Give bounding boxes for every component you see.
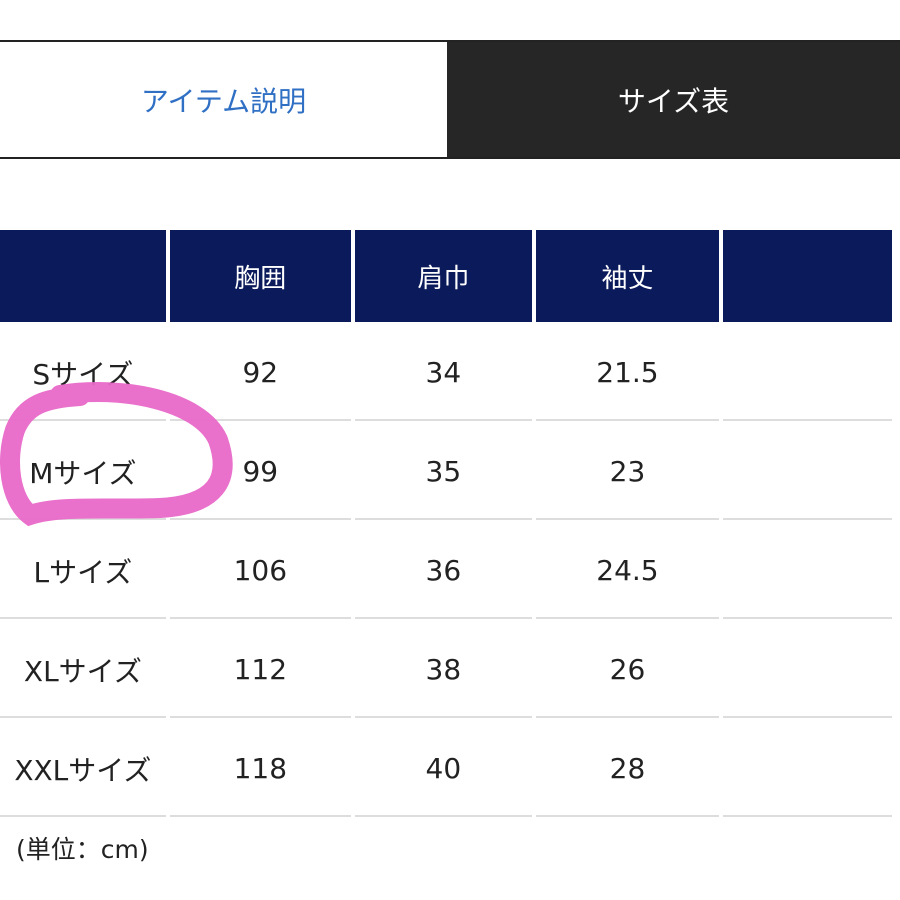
measurement-cell [723, 326, 892, 421]
table-row: Lサイズ 106 36 24.5 [0, 524, 892, 619]
header-cell: 胸囲 [169, 230, 351, 322]
table-header-row: 胸囲 肩巾 袖丈 [0, 230, 892, 322]
measurement-cell [723, 722, 892, 817]
header-cell: 肩巾 [354, 230, 532, 322]
table-row: Mサイズ 99 35 23 [0, 425, 892, 520]
measurement-cell: 28 [535, 722, 719, 817]
measurement-cell: 40 [354, 722, 532, 817]
measurement-cell: 23 [535, 425, 719, 520]
table-row: XLサイズ 112 38 26 [0, 623, 892, 718]
size-label-cell: XXLサイズ [0, 722, 166, 817]
measurement-cell: 26 [535, 623, 719, 718]
measurement-cell: 112 [169, 623, 351, 718]
tab-item-description[interactable]: アイテム説明 [0, 42, 447, 157]
unit-note: (単位：cm) [16, 835, 149, 864]
header-cell [723, 230, 892, 322]
size-label-cell: Sサイズ [0, 326, 166, 421]
measurement-cell: 21.5 [535, 326, 719, 421]
measurement-cell: 35 [354, 425, 532, 520]
tab-bar: アイテム説明 サイズ表 [0, 40, 900, 159]
measurement-cell: 92 [169, 326, 351, 421]
measurement-cell [723, 524, 892, 619]
header-cell: 袖丈 [535, 230, 719, 322]
size-table: 胸囲 肩巾 袖丈 Sサイズ 92 34 21.5 Mサイズ 99 35 23 Lサイズ 106 36… [0, 226, 896, 821]
measurement-cell: 36 [354, 524, 532, 619]
table-row: XXLサイズ 118 40 28 [0, 722, 892, 817]
size-label-cell: XLサイズ [0, 623, 166, 718]
measurement-cell: 34 [354, 326, 532, 421]
measurement-cell: 118 [169, 722, 351, 817]
table-row: Sサイズ 92 34 21.5 [0, 326, 892, 421]
size-label-cell: Mサイズ [0, 425, 166, 520]
header-cell [0, 230, 166, 322]
size-label-cell: Lサイズ [0, 524, 166, 619]
measurement-cell: 106 [169, 524, 351, 619]
measurement-cell: 99 [169, 425, 351, 520]
measurement-cell [723, 623, 892, 718]
measurement-cell: 38 [354, 623, 532, 718]
measurement-cell: 24.5 [535, 524, 719, 619]
tab-size-chart[interactable]: サイズ表 [447, 42, 900, 157]
measurement-cell [723, 425, 892, 520]
